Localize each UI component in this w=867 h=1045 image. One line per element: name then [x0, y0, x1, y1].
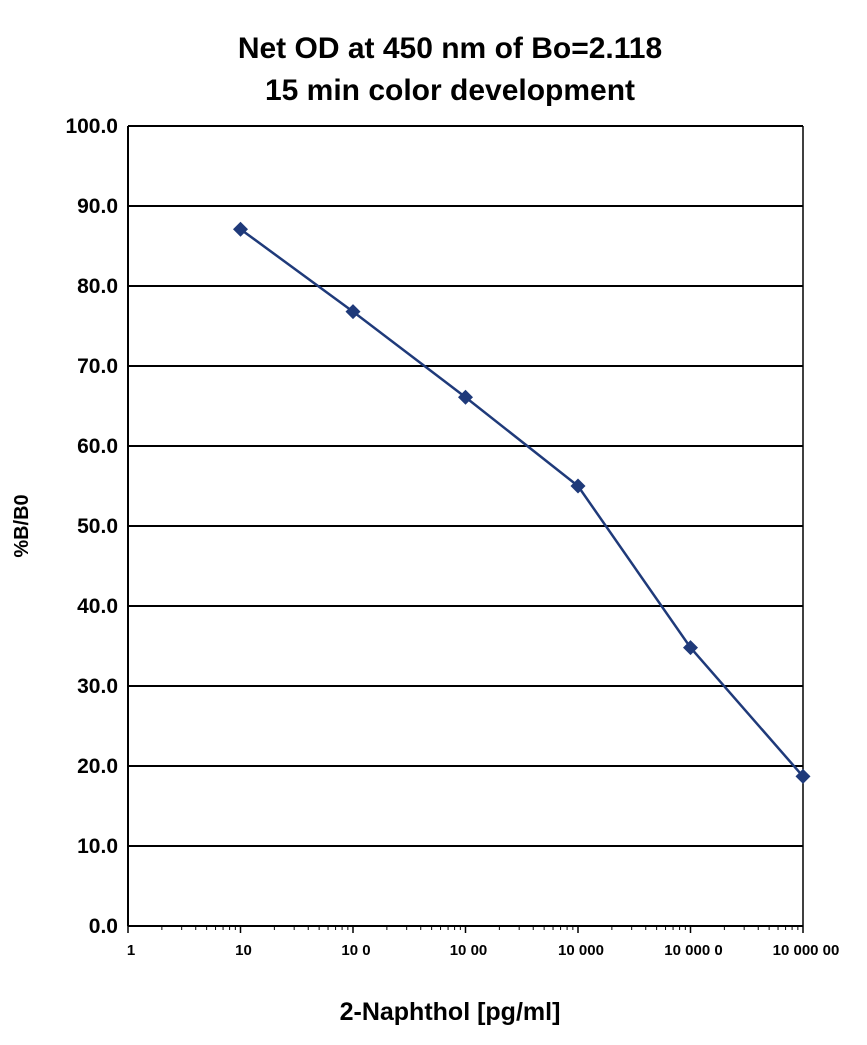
data-point	[458, 389, 473, 405]
data-point	[345, 304, 361, 320]
y-axis-label: %B/B0	[11, 494, 33, 557]
y-tick-label: 40.0	[77, 595, 118, 618]
y-tick-label: 80.0	[77, 275, 118, 298]
axes	[127, 126, 804, 933]
x-axis-label: 2-Naphthol [pg/ml]	[340, 998, 561, 1026]
x-tick-label: 1	[127, 942, 135, 959]
x-tick-labels: 1 10 10 0 10 00 10 000 10 000 0 10 000 00	[127, 942, 840, 959]
y-tick-label: 60.0	[77, 435, 118, 458]
x-tick-label: 10 0	[341, 942, 370, 959]
data-point	[233, 221, 248, 237]
x-tick-label: 10 00	[450, 942, 488, 959]
y-tick-label: 70.0	[77, 355, 118, 378]
chart-title: Net OD at 450 nm of Bo=2.118 15 min colo…	[238, 32, 662, 107]
y-tick-label: 10.0	[77, 835, 118, 858]
chart-title-line-1: Net OD at 450 nm of Bo=2.118	[238, 32, 662, 65]
series-line	[239, 228, 804, 778]
data-point	[570, 478, 586, 494]
chart-title-line-2: 15 min color development	[265, 74, 635, 107]
data-point	[683, 640, 698, 656]
y-tick-label: 50.0	[77, 515, 118, 538]
data-point	[795, 768, 811, 784]
x-tick-label: 10 000 00	[773, 942, 840, 959]
y-tick-label: 20.0	[77, 755, 118, 778]
x-tick-label: 10	[235, 942, 252, 959]
data-series	[233, 221, 811, 784]
x-tick-label: 10 000	[558, 942, 604, 959]
y-tick-label: 30.0	[77, 675, 118, 698]
x-tick-label: 10 000 0	[664, 942, 722, 959]
y-tick-labels: 0.0 10.0 20.0 30.0 40.0 50.0 60.0 70.0 80.0 90.0 1…	[65, 115, 118, 938]
y-tick-label: 100.0	[65, 115, 118, 138]
y-tick-label: 0.0	[89, 915, 118, 938]
gridlines	[128, 125, 803, 847]
y-tick-label: 90.0	[77, 195, 118, 218]
